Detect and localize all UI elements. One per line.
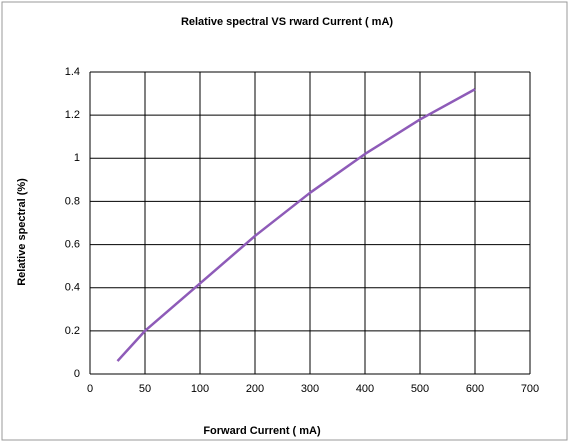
y-tick-label: 0.8 <box>65 195 80 207</box>
y-axis-label: Relative spectral (%) <box>16 178 28 286</box>
x-tick-label: 300 <box>301 383 319 395</box>
y-tick-label: 0.4 <box>65 282 80 294</box>
x-tick-label: 400 <box>356 383 374 395</box>
chart-title: Relative spectral VS rward Current ( mA) <box>181 16 393 28</box>
data-line <box>116 88 476 362</box>
y-tick-label: 1.4 <box>65 66 80 78</box>
x-tick-label: 500 <box>411 383 429 395</box>
y-tick-label: 1.2 <box>65 109 80 121</box>
x-axis-label: Forward Current ( mA) <box>203 425 321 437</box>
x-tick-label: 700 <box>521 383 539 395</box>
x-tick-label: 0 <box>87 383 93 395</box>
y-tick-label: 0 <box>74 368 80 380</box>
y-tick-label: 0.6 <box>65 238 80 250</box>
x-tick-label: 200 <box>246 383 264 395</box>
y-tick-label: 0.2 <box>65 325 80 337</box>
x-tick-label: 50 <box>139 383 151 395</box>
y-tick-label: 1 <box>74 152 80 164</box>
x-tick-label: 100 <box>191 383 209 395</box>
x-tick-label: 600 <box>466 383 484 395</box>
